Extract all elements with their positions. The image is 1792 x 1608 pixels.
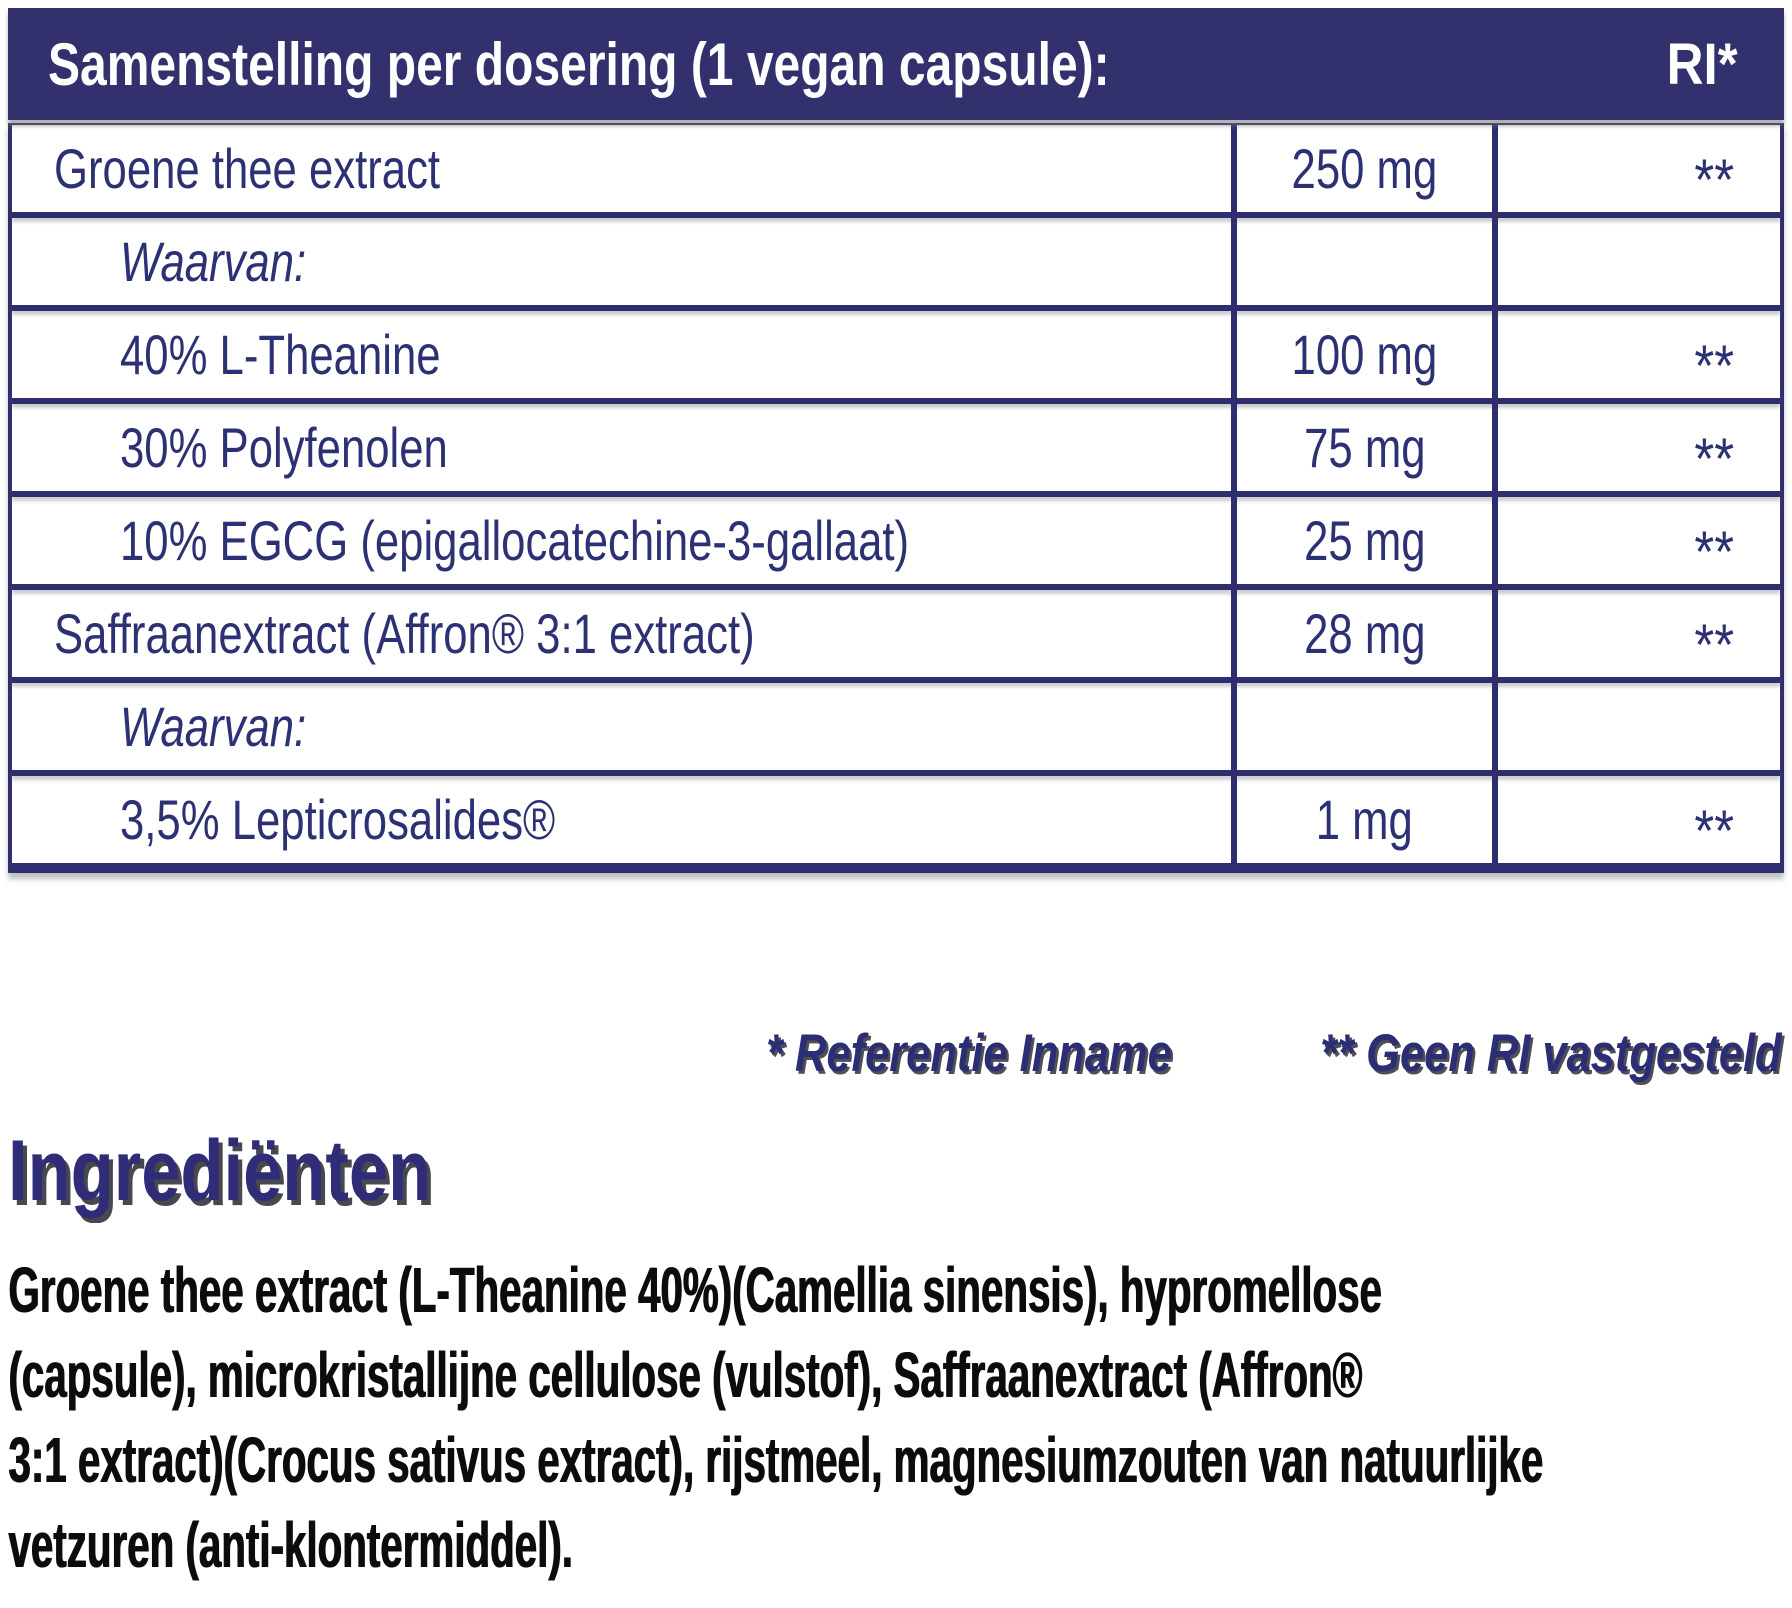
ri-cell: ** (1498, 776, 1780, 864)
ingredients-line: 3:1 extract)(Crocus sativus extract), ri… (8, 1417, 1784, 1502)
amount-value: 250 mg (1291, 137, 1438, 200)
table-row: Waarvan: (12, 218, 1780, 311)
ri-value: ** (1694, 148, 1734, 213)
ingredients-line-text: Groene thee extract (L-Theanine 40%)(Cam… (8, 1253, 1382, 1326)
amount-cell: 75 mg (1231, 404, 1498, 491)
ri-cell: ** (1498, 125, 1780, 213)
amount-value: 100 mg (1291, 323, 1438, 386)
ri-value: ** (1694, 520, 1734, 585)
table-title-text: Samenstelling per dosering (1 vegan caps… (48, 30, 1110, 98)
ri-cell (1498, 683, 1780, 770)
table-row: 10% EGCG (epigallocatechine-3-gallaat) 25… (12, 497, 1780, 590)
ingredient-name-cell: 30% Polyfenolen (12, 404, 1231, 491)
ingredients-line-text: (capsule), microkristallijne cellulose (… (8, 1338, 1362, 1411)
footnote-reference-intake: * Referentie Inname (765, 1024, 1172, 1083)
table-row: 3,5% Lepticrosalides® 1 mg ** (12, 776, 1780, 864)
amount-cell: 28 mg (1231, 590, 1498, 677)
table-row: 40% L-Theanine 100 mg ** (12, 311, 1780, 404)
ri-cell (1498, 218, 1780, 305)
ri-cell: ** (1498, 404, 1780, 492)
ingredient-name-cell: Waarvan: (12, 683, 1231, 770)
ri-cell: ** (1498, 497, 1780, 585)
amount-cell: 250 mg (1231, 125, 1498, 212)
ri-cell: ** (1498, 311, 1780, 399)
amount-cell (1231, 683, 1498, 770)
amount-cell: 25 mg (1231, 497, 1498, 584)
ingredient-name-cell: Groene thee extract (12, 125, 1231, 212)
amount-cell: 1 mg (1231, 776, 1498, 863)
table-body: Groene thee extract 250 mg ** Waarvan: 40% L… (12, 125, 1780, 864)
amount-cell (1231, 218, 1498, 305)
ingredients-line: (capsule), microkristallijne cellulose (… (8, 1332, 1784, 1417)
ri-cell: ** (1498, 590, 1780, 678)
table-header-bar: Samenstelling per dosering (1 vegan caps… (8, 8, 1784, 120)
ingredient-name-cell: Waarvan: (12, 218, 1231, 305)
ingredient-name-cell: 40% L-Theanine (12, 311, 1231, 398)
ingredients-paragraph: Groene thee extract (L-Theanine 40%)(Cam… (8, 1247, 1784, 1587)
footnote-no-ri: ** Geen RI vastgesteld (1320, 1024, 1782, 1083)
ingredient-name-cell: Saffraanextract (Affron® 3:1 extract) (12, 590, 1231, 677)
ingredient-name-cell: 10% EGCG (epigallocatechine-3-gallaat) (12, 497, 1231, 584)
ri-value: ** (1694, 799, 1734, 864)
ri-value: ** (1694, 613, 1734, 678)
amount-value: 25 mg (1303, 509, 1426, 572)
ingredient-name: Saffraanextract (Affron® 3:1 extract) (54, 602, 755, 665)
table-row: 30% Polyfenolen 75 mg ** (12, 404, 1780, 497)
amount-value: 75 mg (1303, 416, 1426, 479)
ingredient-name: Waarvan: (120, 695, 307, 758)
ingredients-heading-text: Ingrediënten (8, 1123, 432, 1219)
table-row: Waarvan: (12, 683, 1780, 776)
ingredient-name: 30% Polyfenolen (120, 416, 448, 479)
ri-column-header: RI* (1657, 31, 1738, 98)
amount-value: 1 mg (1315, 788, 1414, 851)
ingredients-line: Groene thee extract (L-Theanine 40%)(Cam… (8, 1247, 1784, 1332)
ri-column-header-text: RI* (1667, 31, 1738, 97)
ingredients-line-text: vetzuren (anti-klontermiddel). (8, 1508, 573, 1581)
ingredient-name: 10% EGCG (epigallocatechine-3-gallaat) (120, 509, 910, 572)
ingredient-name: 3,5% Lepticrosalides® (120, 788, 556, 851)
ingredient-name: 40% L-Theanine (120, 323, 441, 386)
amount-value: 28 mg (1303, 602, 1426, 665)
ingredient-name-cell: 3,5% Lepticrosalides® (12, 776, 1231, 863)
ingredients-heading: Ingrediënten (8, 1122, 1784, 1221)
ingredients-line-text: 3:1 extract)(Crocus sativus extract), ri… (8, 1423, 1543, 1496)
ri-value: ** (1694, 334, 1734, 399)
ri-value: ** (1694, 427, 1734, 492)
amount-cell: 100 mg (1231, 311, 1498, 398)
table-row: Saffraanextract (Affron® 3:1 extract) 28 … (12, 590, 1780, 683)
ingredient-name: Waarvan: (120, 230, 307, 293)
composition-table: Groene thee extract 250 mg ** Waarvan: 40% L… (8, 123, 1784, 873)
table-row: Groene thee extract 250 mg ** (12, 125, 1780, 218)
table-title: Samenstelling per dosering (1 vegan caps… (48, 30, 1375, 99)
ingredients-line: vetzuren (anti-klontermiddel). (8, 1502, 1784, 1587)
ingredient-name: Groene thee extract (54, 137, 441, 200)
footnote: * Referentie Inname ** Geen RI vastgestel… (8, 1023, 1784, 1084)
